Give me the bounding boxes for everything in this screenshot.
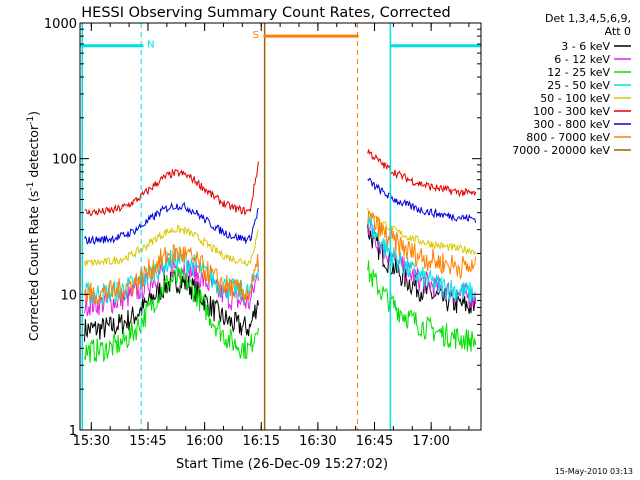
x-tick-label: 15:30 [73, 434, 110, 449]
series-line-pre [84, 257, 259, 317]
x-tick-label: 16:30 [299, 434, 336, 449]
legend-header-line2: Att 0 [605, 25, 631, 38]
y-axis-label-mid: detector [26, 124, 41, 182]
series-line-pre [84, 244, 259, 306]
x-axis-label: Start Time (26-Dec-09 15:27:02) [176, 457, 388, 472]
flag-label-n: N [147, 40, 154, 51]
x-tick-label: 15:45 [129, 434, 166, 449]
y-axis-label-sup2: -1 [26, 116, 36, 125]
series-line-pre [84, 266, 259, 363]
chart-title: HESSI Observing Summary Count Rates, Cor… [81, 5, 450, 21]
x-tick-label: 16:45 [356, 434, 393, 449]
series-line-post [367, 216, 476, 304]
series-line-post [367, 260, 477, 352]
y-tick-label: 1000 [44, 17, 77, 32]
flag-label-s: S [253, 30, 259, 41]
series-line-pre [84, 225, 259, 267]
legend-entry-label: 12 - 25 keV [547, 66, 610, 79]
timestamp: 15-May-2010 03:13 [555, 467, 633, 476]
y-tick-label: 100 [52, 153, 77, 168]
x-axis-ticks: 15:30 15:45 16:00 16:15 16:30 16:45 17:00 [73, 23, 470, 449]
x-tick-label: 16:15 [243, 434, 280, 449]
y-axis-ticks: 1 10 100 1000 [44, 17, 481, 439]
legend-header-line1: Det 1,3,4,5,6,9, [545, 12, 631, 25]
x-tick-label: 17:00 [412, 434, 449, 449]
legend-entry-label: 300 - 800 keV [533, 118, 610, 131]
series-line-post [367, 177, 477, 223]
legend-entry-label: 25 - 50 keV [547, 79, 610, 92]
legend-entry-label: 7000 - 20000 keV [512, 144, 610, 157]
legend-entry-label: 3 - 6 keV [561, 40, 610, 53]
legend-entry-label: 800 - 7000 keV [526, 131, 610, 144]
series-line-post [367, 207, 477, 256]
series-line-pre [84, 201, 259, 245]
series-layer [84, 149, 477, 363]
legend-entry-label: 100 - 300 keV [533, 105, 610, 118]
series-line-pre [84, 161, 259, 217]
y-tick-label: 1 [69, 424, 77, 439]
y-axis-label-main: Corrected Count Rate (s [26, 191, 41, 341]
y-tick-label: 10 [60, 288, 77, 303]
y-axis-label: Corrected Count Rate (s-1 detector-1) [26, 111, 41, 341]
x-tick-label: 16:00 [186, 434, 223, 449]
legend-entry-label: 50 - 100 keV [540, 92, 610, 105]
y-axis-label-end: ) [26, 111, 41, 116]
y-axis-label-sup1: -1 [26, 182, 36, 191]
legend-entry-label: 6 - 12 keV [554, 53, 610, 66]
series-line-post [367, 210, 477, 280]
series-line-post [367, 149, 477, 198]
